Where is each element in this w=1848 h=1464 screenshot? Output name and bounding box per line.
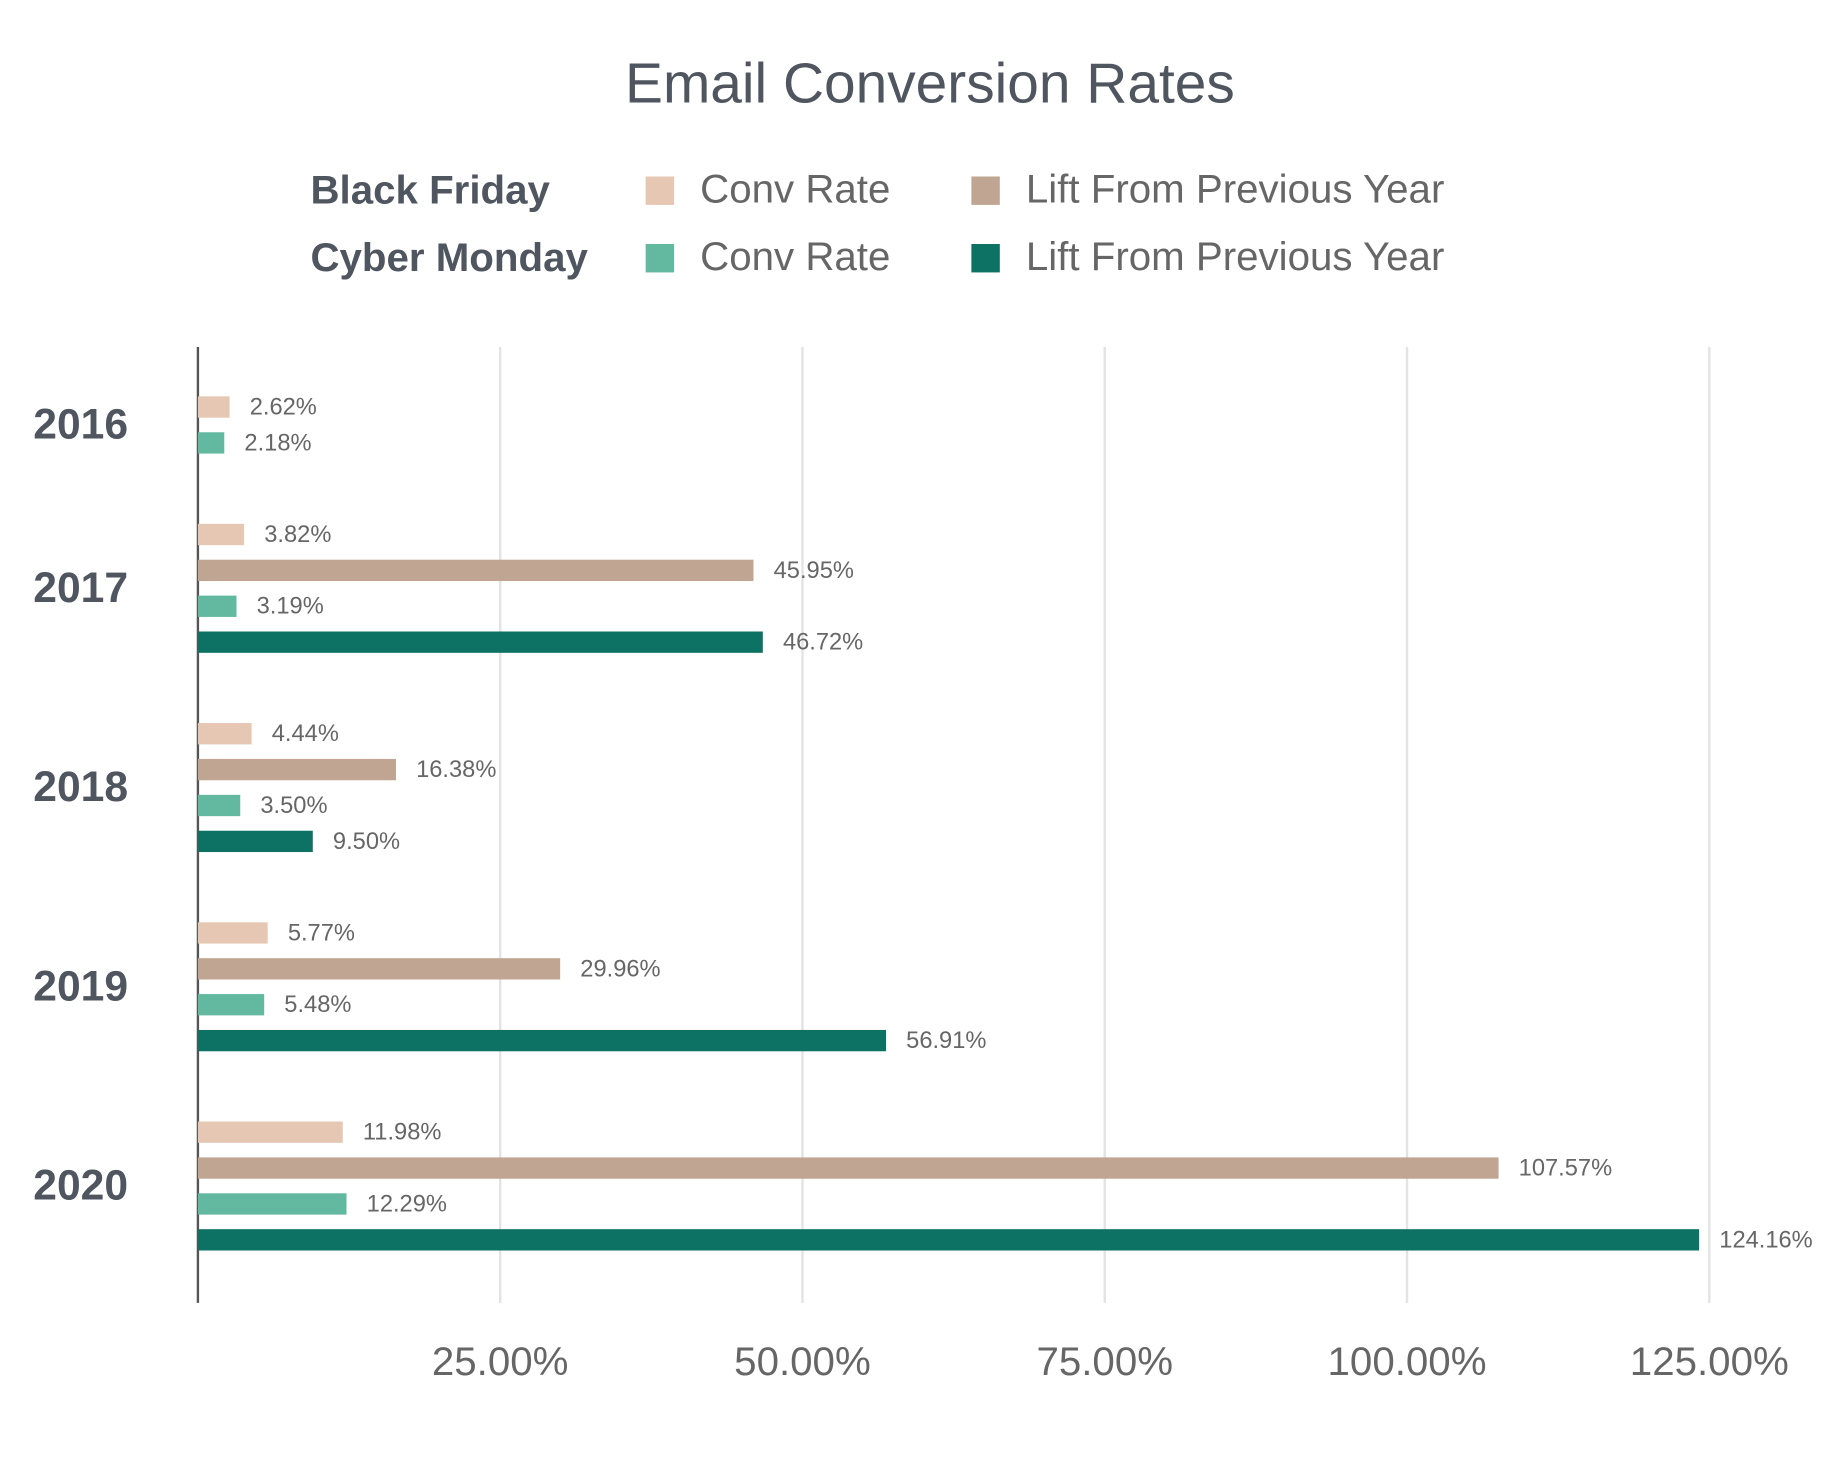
bar [197,1229,1700,1251]
y-tick-label: 2020 [33,1162,128,1210]
bar [197,396,230,418]
value-label: 3.50% [260,793,327,819]
bar [197,958,561,980]
bar [197,595,237,617]
value-label: 11.98% [363,1120,442,1146]
legend-swatch [971,176,1000,205]
x-tick-label: 75.00% [1036,1339,1173,1384]
bar [197,559,754,582]
legend-label: Conv Rate [700,167,890,212]
legend-label: Lift From Previous Year [1026,234,1445,279]
legend-label: Lift From Previous Year [1026,167,1445,212]
bar [197,1157,1499,1179]
legend-swatch [971,244,1000,273]
value-label: 5.48% [284,992,351,1018]
value-label: 12.29% [367,1191,447,1217]
bar [197,432,225,454]
legend-swatch [645,244,675,273]
bar [197,723,252,745]
chart-title: Email Conversion Rates [625,53,1235,116]
bar [197,523,245,546]
legend-group-label: Black Friday [310,168,550,213]
value-label: 29.96% [580,956,660,982]
legend-label: Conv Rate [700,234,890,279]
bar [197,794,241,817]
bar [197,758,396,781]
bar [197,631,763,653]
value-label: 4.44% [272,721,339,747]
bar [197,994,265,1016]
x-tick-label: 50.00% [734,1339,871,1384]
bar [197,830,313,853]
value-label: 2.18% [244,430,311,456]
value-label: 107.57% [1519,1155,1612,1181]
y-tick-label: 2018 [33,763,128,811]
bar [197,1193,347,1215]
legend-swatch [645,176,675,205]
value-label: 45.95% [774,558,854,584]
value-label: 3.19% [257,594,324,620]
x-tick-label: 100.00% [1328,1339,1487,1384]
value-label: 5.77% [288,920,355,946]
x-tick-label: 25.00% [432,1339,569,1384]
y-tick-label: 2019 [33,962,128,1010]
bar [197,1029,887,1052]
bar [197,922,268,944]
value-label: 124.16% [1719,1227,1812,1253]
value-label: 56.91% [906,1028,986,1054]
value-label: 2.62% [250,394,317,420]
y-tick-label: 2016 [33,401,128,449]
x-tick-label: 125.00% [1630,1339,1789,1384]
bar [197,1121,343,1143]
legend-group-label: Cyber Monday [310,235,588,280]
value-label: 3.82% [264,522,331,548]
value-label: 16.38% [416,757,496,783]
value-label: 9.50% [333,829,400,855]
y-tick-label: 2017 [33,564,128,612]
value-label: 46.72% [783,630,863,656]
